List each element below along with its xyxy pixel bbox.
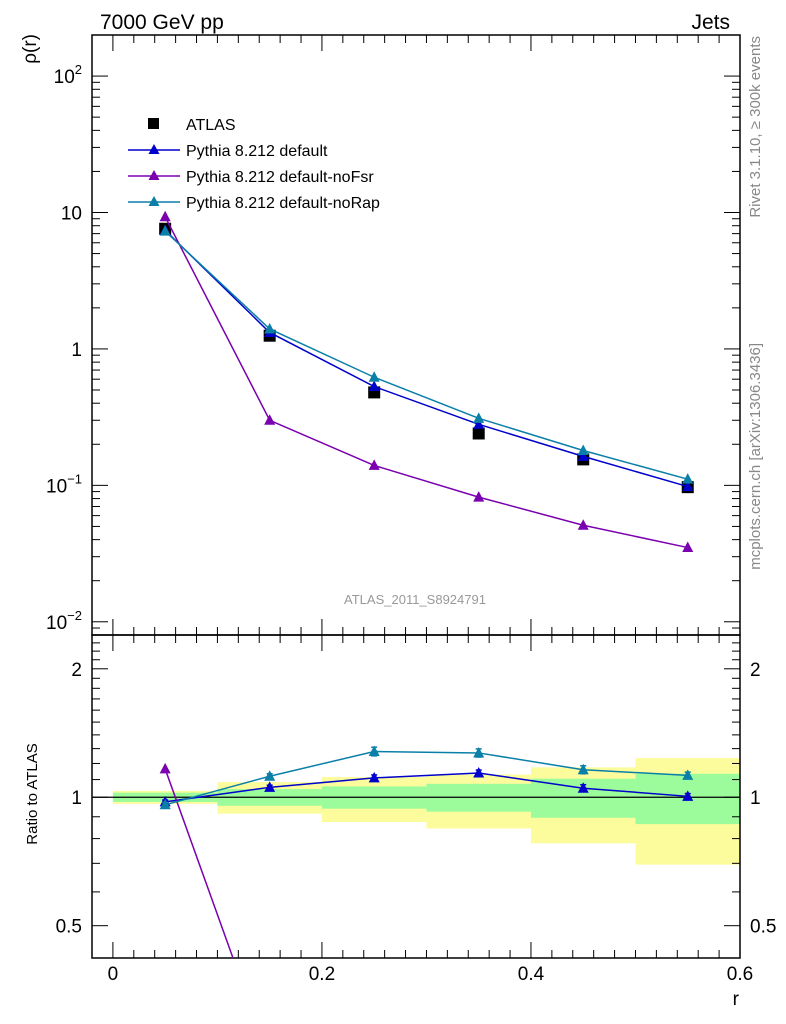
y-tick-exponent: 2 — [75, 62, 82, 77]
ratio-point — [682, 769, 694, 780]
series-point — [473, 412, 485, 423]
ratio-point — [368, 745, 380, 756]
series-point — [577, 519, 589, 530]
ratio-y-tick-label: 2 — [71, 660, 82, 681]
x-tick-label: 0.2 — [309, 964, 335, 985]
ratio-point — [473, 746, 485, 758]
ratio-ylabel: Ratio to ATLAS — [24, 743, 41, 844]
ratio-y-tick-label-right: 1 — [750, 788, 761, 809]
ratio-y-tick-label: 1 — [71, 788, 82, 809]
legend-label-atlas: ATLAS — [186, 117, 236, 134]
series-point — [682, 480, 694, 492]
ratio-point — [159, 798, 171, 810]
header-right: Jets — [691, 11, 730, 34]
ratio-point — [577, 782, 589, 793]
y-tick-exponent: −1 — [67, 471, 82, 486]
watermark: ATLAS_2011_S8924791 — [344, 592, 486, 607]
series-line — [164, 216, 688, 549]
ratio-frame — [91, 634, 741, 959]
rivet-label: Rivet 3.1.10, ≥ 300k events — [747, 36, 764, 218]
series-point — [368, 380, 380, 392]
ratio-y-tick-label-right: 0.5 — [750, 917, 776, 938]
y-tick-label: 1 — [71, 340, 82, 361]
legend-marker-atlas — [148, 118, 159, 129]
ratio-series — [159, 745, 694, 958]
series-line — [164, 229, 688, 488]
legend-label-norap: Pythia 8.212 default-noRap — [186, 195, 380, 212]
series-point — [159, 225, 171, 236]
series-point — [682, 473, 694, 484]
series-point — [264, 322, 276, 334]
legend-marker-norap — [148, 196, 160, 206]
ratio-point — [264, 781, 276, 792]
ratio-panel: 0 0.2 0.4 0.6 2 2 1 1 0.5 0.5 — [56, 634, 776, 985]
legend-marker-default — [148, 144, 160, 154]
x-tick-label: 0.4 — [518, 964, 545, 985]
legend-label-default: Pythia 8.212 default — [186, 143, 328, 160]
series-point — [159, 210, 171, 222]
series-point — [577, 450, 589, 461]
x-tick-label: 0.6 — [727, 964, 753, 985]
ratio-point — [159, 762, 171, 774]
header-left: 7000 GeV pp — [100, 11, 224, 34]
ratio-y-tick-label-right: 2 — [750, 660, 761, 681]
atlas-point — [472, 427, 485, 440]
ratio-line — [164, 750, 688, 806]
ratio-point — [473, 766, 485, 778]
y-tick-label: 10−2 — [46, 608, 82, 634]
x-tick-label: 0 — [108, 964, 119, 985]
ratio-point — [577, 763, 589, 775]
y-tick-exponent: −2 — [67, 608, 82, 623]
ratio-point — [368, 771, 380, 783]
main-panel: 102 10 1 10−1 10−2 — [46, 34, 741, 636]
ratio-point — [264, 770, 276, 781]
ratio-y-tick-label: 0.5 — [56, 917, 82, 938]
series-point — [577, 444, 589, 456]
y-tick-label: 10 — [61, 203, 82, 224]
series-point — [264, 414, 276, 425]
ratio-point — [682, 790, 694, 801]
series-point — [368, 459, 380, 470]
legend-label-nofsr: Pythia 8.212 default-noFsr — [186, 169, 374, 186]
main-ylabel: ρ(r) — [20, 34, 41, 64]
legend-marker-nofsr — [148, 170, 160, 180]
series-point — [473, 491, 485, 502]
xlabel: r — [733, 989, 740, 1010]
series-point — [368, 371, 380, 382]
legend: ATLAS Pythia 8.212 default Pythia 8.212 … — [128, 117, 380, 212]
series-point — [682, 541, 694, 553]
series-line — [164, 230, 688, 480]
series-point — [473, 418, 485, 429]
y-tick-label: 10−1 — [46, 471, 82, 497]
mcplots-label: mcplots.cern.ch [arXiv:1306.3436] — [747, 343, 764, 570]
y-tick-label: 102 — [54, 62, 82, 88]
ratio-line — [165, 772, 688, 803]
